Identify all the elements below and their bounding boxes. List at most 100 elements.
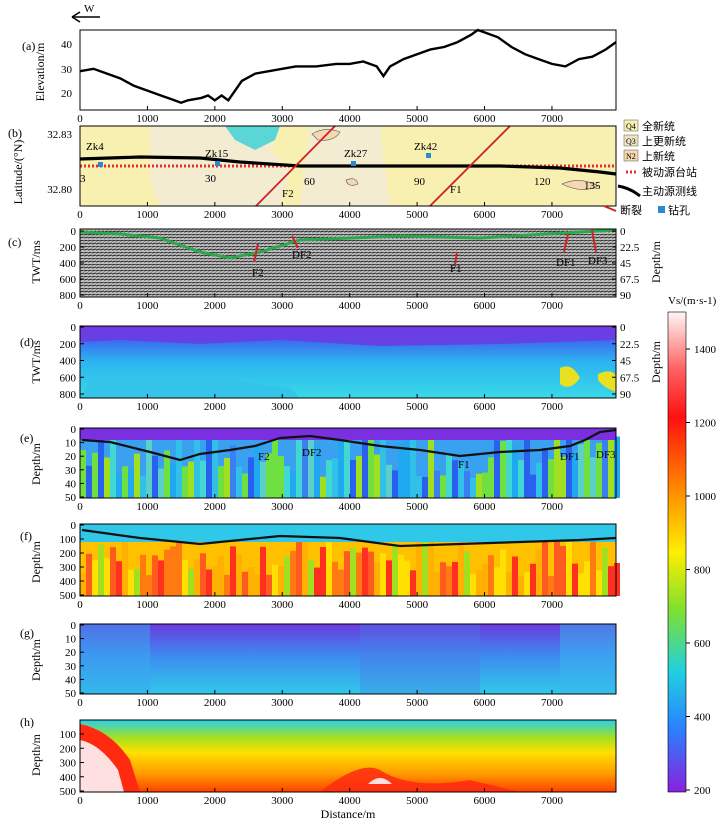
bedrock-interface-line xyxy=(79,228,617,260)
y-tick-label: 400 xyxy=(60,772,77,784)
y-tick-label: 300 xyxy=(60,562,77,574)
velocity-column xyxy=(464,471,470,498)
velocity-column xyxy=(350,460,356,498)
y-tick-label: 0 xyxy=(71,226,77,238)
cyan-patch xyxy=(225,126,280,150)
velocity-column xyxy=(338,569,344,596)
velocity-column xyxy=(608,428,614,498)
velocity-column xyxy=(578,573,584,596)
y-tick-label: 30 xyxy=(65,465,77,477)
velocity-column xyxy=(176,539,182,596)
velocity-column xyxy=(530,474,536,498)
velocity-column xyxy=(356,552,362,596)
velocity-column xyxy=(302,429,308,498)
panel-h-label: (h) xyxy=(20,715,34,729)
velocity-column xyxy=(134,453,140,498)
borehole-label: Zk4 xyxy=(86,141,104,153)
velocity-column xyxy=(140,475,146,498)
colorbar-ticks: 1400 1200 1000 800 600 400 200 xyxy=(686,344,717,797)
panel-b-xticks: 0 1000 2000 3000 4000 5000 6000 7000 xyxy=(77,202,563,221)
velocity-column xyxy=(590,538,596,596)
velocity-column xyxy=(182,560,188,596)
legend-symbol: Q4 xyxy=(626,122,636,131)
velocity-column xyxy=(524,572,530,596)
velocity-column xyxy=(506,431,512,498)
fault-label: DF3 xyxy=(588,255,608,267)
y-tick-label: 0 xyxy=(71,620,77,632)
velocity-column xyxy=(194,559,200,596)
velocity-column xyxy=(536,549,542,596)
west-arrow-label: W xyxy=(84,3,95,15)
velocity-column xyxy=(446,566,452,596)
borehole-label: Zk15 xyxy=(205,148,229,160)
panel-a-ylabel: Elevation/m xyxy=(33,42,47,101)
geology-map xyxy=(79,125,617,207)
velocity-column xyxy=(332,561,338,596)
legend-label: 钻孔 xyxy=(668,203,690,217)
panel-e-ylabel: Depth/m xyxy=(29,442,43,485)
y-tick-label: 67.5 xyxy=(620,372,640,384)
panel-d-ylabel-left: TWT/ms xyxy=(29,340,43,384)
x-tick-label: 6000 xyxy=(474,599,497,611)
y-tick-label: 40 xyxy=(65,674,77,686)
y-tick-label: 40 xyxy=(65,478,77,490)
x-tick-label: 0 xyxy=(77,300,83,312)
fault-label: DF1 xyxy=(560,451,580,463)
velocity-column xyxy=(134,569,140,596)
velocity-column xyxy=(224,457,230,498)
velocity-column xyxy=(614,562,620,596)
panel-b-ylabel: Latitude/(°N) xyxy=(11,140,25,205)
velocity-column xyxy=(146,429,152,498)
velocity-column xyxy=(110,438,116,498)
x-tick-label: 1000 xyxy=(136,113,159,125)
y-tick-label: 100 xyxy=(60,729,77,741)
velocity-column xyxy=(428,436,434,498)
x-tick-label: 7000 xyxy=(541,300,564,312)
velocity-column xyxy=(482,563,488,596)
velocity-column xyxy=(536,462,542,498)
legend-label: 上新统 xyxy=(642,149,675,163)
x-tick-label: 5000 xyxy=(406,599,429,611)
y-tick-label: 200 xyxy=(60,339,77,351)
x-tick-label: 3000 xyxy=(271,599,294,611)
panel-c-yticks-left: 0 200 400 600 800 xyxy=(60,226,84,302)
x-tick-label: 0 xyxy=(77,209,83,221)
panel-h-frame xyxy=(79,719,617,793)
panel-g-xticks: 0 1000 2000 3000 4000 5000 6000 7000 xyxy=(77,690,563,709)
y-tick-label: 22.5 xyxy=(620,339,640,351)
colorbar-tick-label: 1200 xyxy=(694,418,717,430)
x-tick-label: 4000 xyxy=(339,300,362,312)
velocity-column xyxy=(146,575,152,596)
x-tick-label: 3000 xyxy=(271,401,294,413)
velocity-column xyxy=(308,434,314,498)
velocity-column xyxy=(260,461,266,498)
x-tick-label: 7000 xyxy=(541,501,564,513)
y-tick-label: 0 xyxy=(620,322,626,334)
panel-b-label: (b) xyxy=(8,126,22,140)
station-number: 60 xyxy=(304,176,316,188)
velocity-column xyxy=(482,472,488,498)
x-tick-label: 6000 xyxy=(474,697,497,709)
velocity-column xyxy=(398,554,404,596)
panel-g-ylabel: Depth/m xyxy=(29,638,43,681)
y-tick-label: 90 xyxy=(620,290,632,302)
bedrock-interface-line xyxy=(81,428,617,462)
x-tick-label: 4000 xyxy=(339,501,362,513)
y-tick-label: 50 xyxy=(65,492,77,504)
velocity-column xyxy=(338,441,344,498)
velocity-column xyxy=(344,430,350,498)
x-tick-label: 5000 xyxy=(406,113,429,125)
ytick: 32.83 xyxy=(47,129,72,141)
x-tick-label: 2000 xyxy=(204,501,227,513)
velocity-column xyxy=(392,546,398,596)
velocity-column xyxy=(434,572,440,596)
fault-F2-mark xyxy=(253,243,259,263)
x-tick-label: 4000 xyxy=(339,209,362,221)
y-tick-label: 0 xyxy=(71,322,77,334)
velocity-column xyxy=(368,434,374,498)
velocity-column xyxy=(362,547,368,596)
x-tick-label: 7000 xyxy=(541,401,564,413)
panel-e-xticks: 0 1000 2000 3000 4000 5000 6000 7000 xyxy=(77,494,563,513)
colorbar-tick-label: 600 xyxy=(694,638,711,650)
